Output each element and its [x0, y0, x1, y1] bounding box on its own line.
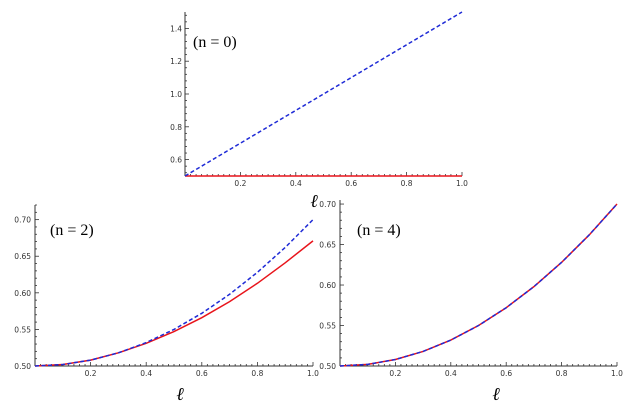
y-tick-label: 1.2: [170, 57, 182, 66]
x-tick-label: 0.6: [345, 179, 357, 188]
series-line-dashed: [339, 203, 618, 367]
y-tick-label: 0.65: [319, 241, 336, 250]
y-tick-label: 0.70: [319, 200, 336, 209]
y-tick-label: 0.6: [170, 156, 182, 165]
panel-label: (n = 4): [357, 222, 401, 239]
x-axis-label: ℓ: [310, 191, 318, 211]
x-tick-label: 0.4: [445, 369, 457, 378]
x-tick-label: 0.2: [234, 179, 246, 188]
series-line-dashed: [184, 11, 463, 177]
panel-label: (n = 2): [50, 222, 94, 239]
y-tick-label: 0.50: [319, 362, 336, 371]
y-tick-label: 0.50: [14, 362, 31, 371]
x-axis-label: ℓ: [492, 384, 500, 404]
panel-n4: 0.2 0.4 0.6 0.8 1.0 0.50 0.55 0.60 0.65 0.70 (n = …: [319, 200, 623, 404]
x-tick-label: 0.4: [140, 369, 152, 378]
series-line-solid: [34, 240, 314, 367]
x-tick-label: 1.0: [611, 369, 623, 378]
panel-n0: 0.2 0.4 0.6 0.8 1.0 0.6 0.8 1.0 1.2 1.4 (n = 0) ℓ: [170, 11, 468, 211]
x-axis-label: ℓ: [176, 384, 184, 404]
y-tick-label: 0.8: [170, 123, 182, 132]
x-tick-label: 0.6: [500, 369, 512, 378]
y-tick-label: 0.60: [14, 289, 31, 298]
y-tick-label: 0.55: [319, 322, 336, 331]
x-tick-label: 0.2: [389, 369, 401, 378]
y-tick-label: 0.55: [14, 325, 31, 334]
y-tick-label: 1.4: [170, 24, 182, 33]
series-line-dashed: [34, 219, 314, 367]
y-tick-label: 0.70: [14, 216, 31, 225]
x-tick-label: 1.0: [456, 179, 468, 188]
panel-n2: 0.2 0.4 0.6 0.8 1.0 0.50 0.55 0.60 0.65 0.70 (n = …: [14, 204, 319, 404]
x-tick-label: 0.8: [401, 179, 413, 188]
y-tick-label: 0.65: [14, 252, 31, 261]
x-tick-label: 1.0: [307, 369, 319, 378]
x-tick-label: 0.4: [290, 179, 302, 188]
x-tick-label: 0.6: [196, 369, 208, 378]
panel-label: (n = 0): [193, 34, 237, 51]
x-tick-label: 0.8: [556, 369, 568, 378]
y-tick-label: 0.60: [319, 281, 336, 290]
x-tick-label: 0.2: [85, 369, 97, 378]
x-tick-label: 0.8: [251, 369, 263, 378]
y-tick-label: 1.0: [170, 90, 182, 99]
